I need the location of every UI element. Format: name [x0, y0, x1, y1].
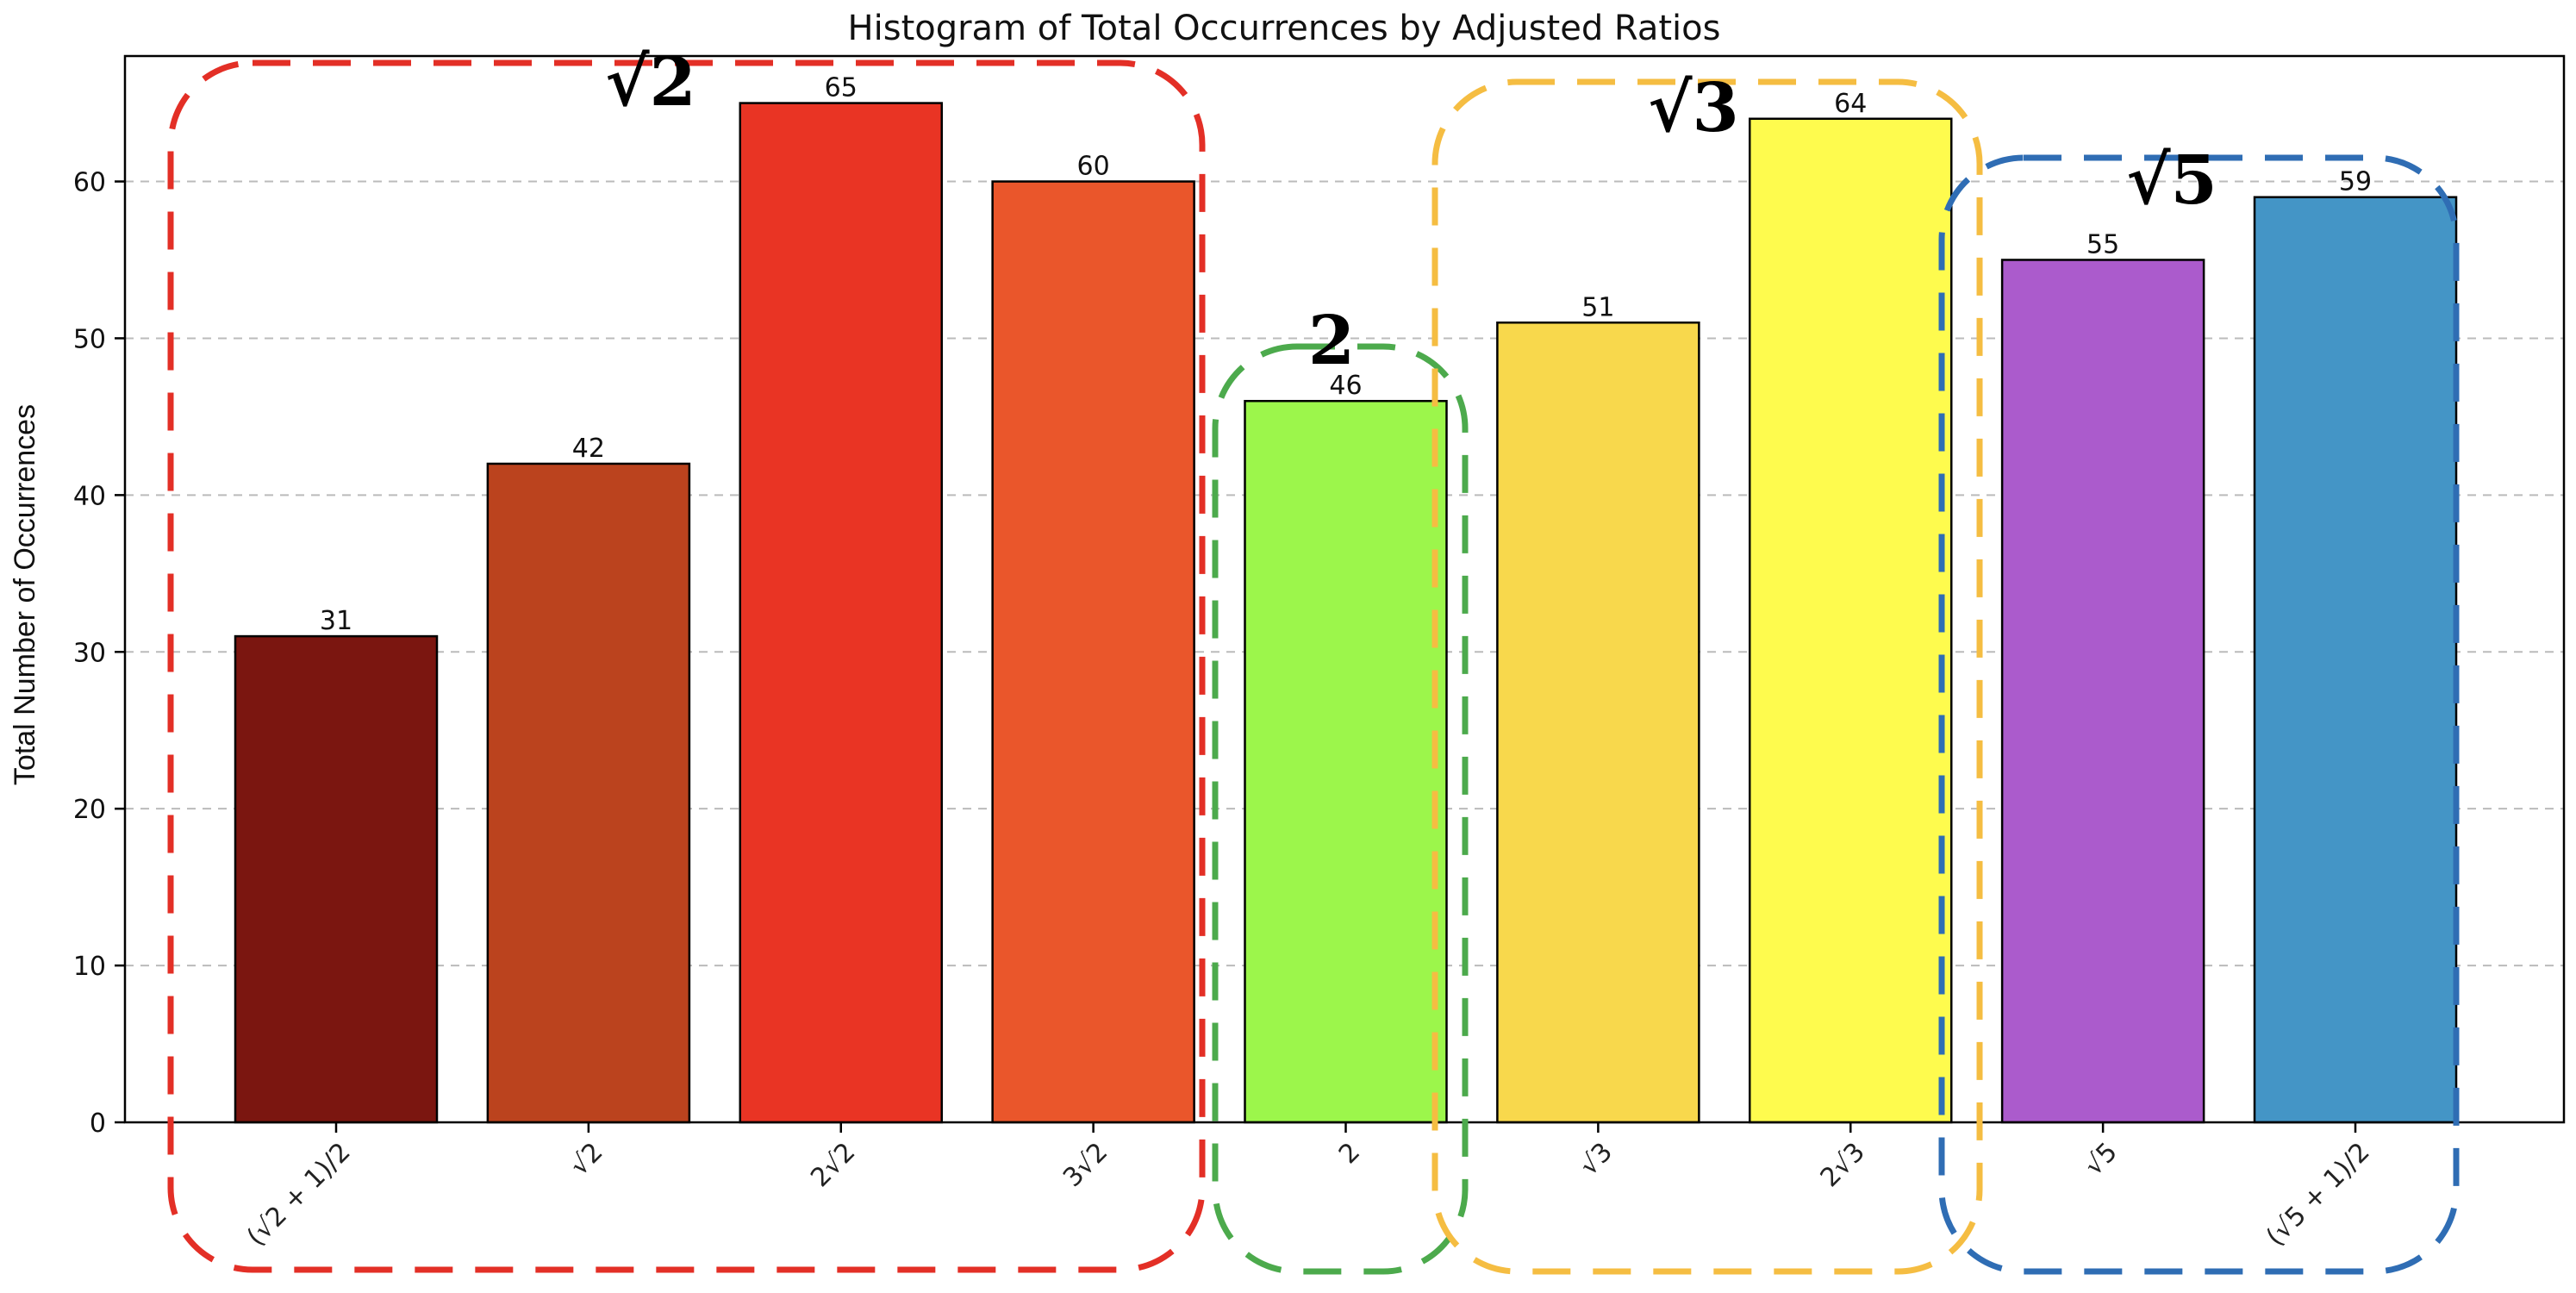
- bar: [2000, 259, 2205, 1124]
- bar: [991, 180, 1195, 1124]
- bar-value-label: 55: [2086, 229, 2119, 259]
- group-box: [167, 59, 1206, 1273]
- bar: [234, 634, 439, 1124]
- bar: [739, 102, 943, 1124]
- x-tick-label: 2: [1333, 1137, 1366, 1170]
- bar: [1749, 117, 1953, 1124]
- bar: [2253, 196, 2458, 1124]
- bar: [1244, 399, 1448, 1124]
- group-annotations: √22√3√5: [167, 43, 2460, 1275]
- group-label: √2: [605, 43, 696, 122]
- x-tick-label: √3: [1574, 1137, 1619, 1182]
- y-tick-label: 60: [73, 168, 106, 198]
- y-tick-label: 20: [73, 795, 106, 825]
- y-tick-label: 40: [73, 481, 106, 511]
- x-tick-label: √2: [564, 1137, 609, 1182]
- bar: [486, 462, 691, 1124]
- bar-value-label: 42: [572, 434, 605, 464]
- x-tick-label: (√5 + 1)/2: [2261, 1137, 2376, 1252]
- bar-value-label: 51: [1581, 292, 1614, 322]
- bars: 31 42 65 60 46 51 64 55 59: [234, 73, 2458, 1124]
- bar-value-label: 59: [2339, 167, 2372, 197]
- group-label: √3: [1648, 69, 1739, 147]
- y-axis-ticks: 0 10 20 30 40 50 60: [73, 168, 125, 1139]
- bar-value-label: 60: [1077, 152, 1110, 182]
- group-box: [1431, 78, 1983, 1275]
- x-tick-label: 2√3: [1815, 1137, 1871, 1193]
- bar-value-label: 46: [1329, 371, 1362, 401]
- y-tick-label: 50: [73, 324, 106, 354]
- y-tick-label: 0: [90, 1109, 106, 1139]
- group-label: 2: [1308, 302, 1355, 380]
- group-label: √5: [2126, 141, 2217, 220]
- bar-value-label: 64: [1834, 89, 1867, 119]
- plot-frame: [123, 54, 2566, 1124]
- x-tick-label: √5: [2079, 1137, 2124, 1182]
- x-tick-label: (√2 + 1)/2: [241, 1137, 357, 1252]
- bar: [1496, 322, 1700, 1124]
- x-tick-label: 2√2: [805, 1137, 861, 1193]
- group-box: [1212, 343, 1469, 1275]
- bar-value-label: 31: [320, 606, 352, 636]
- bar-value-label: 65: [825, 73, 858, 103]
- x-axis-ticks: (√2 + 1)/2 √2 2√2 3√2 2 √3 2√3 √5 (√5 + 1)/2: [241, 1122, 2376, 1252]
- chart-title: Histogram of Total Occurrences by Adjust…: [848, 9, 1721, 48]
- y-axis-label: Total Number of Occurrences: [9, 404, 41, 785]
- group-box: [1938, 154, 2460, 1275]
- y-tick-label: 10: [73, 952, 106, 982]
- x-tick-label: 3√2: [1057, 1137, 1113, 1193]
- y-tick-label: 30: [73, 638, 106, 668]
